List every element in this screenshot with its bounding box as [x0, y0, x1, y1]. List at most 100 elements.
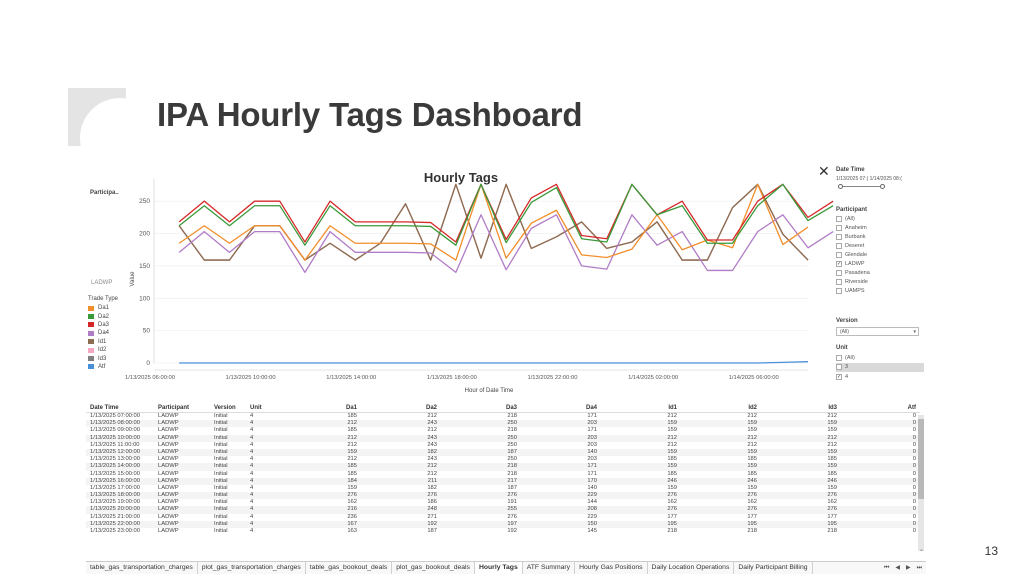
- sheet-tab[interactable]: plot_gas_bookout_deals: [392, 562, 475, 574]
- table-cell: 212: [667, 413, 677, 419]
- participant-option[interactable]: Glendale: [836, 251, 924, 260]
- unit-option[interactable]: ✓ 4: [836, 372, 924, 382]
- checkbox[interactable]: [836, 225, 842, 232]
- participant-option[interactable]: Riverside: [836, 277, 924, 286]
- column-header[interactable]: Version: [214, 405, 236, 411]
- table-cell: 187: [507, 448, 517, 455]
- tab-controls: ⏮ ◀ ▶ ⏭: [884, 562, 926, 574]
- legend-item: Da2: [88, 312, 148, 320]
- legend-swatch: [88, 364, 94, 370]
- checkbox[interactable]: [836, 252, 842, 258]
- table-cell: 276: [507, 492, 517, 499]
- date-time-slider[interactable]: [838, 184, 885, 189]
- table-cell: LADWP: [158, 441, 179, 448]
- column-header[interactable]: Id2: [748, 405, 757, 411]
- next-tab-icon[interactable]: ▶: [905, 565, 911, 571]
- series-line-da2: [178, 183, 834, 246]
- legend-item: Atf: [88, 363, 148, 371]
- version-select[interactable]: (All) ▾: [836, 327, 919, 336]
- column-header[interactable]: Da4: [585, 405, 597, 411]
- table-cell: 191: [507, 499, 517, 506]
- sheet-tab[interactable]: Daily Participant Billing: [734, 562, 813, 574]
- sheet-tab[interactable]: table_gas_transportation_charges: [86, 562, 198, 574]
- checkbox[interactable]: [836, 354, 842, 361]
- scrollbar-thumb[interactable]: [918, 419, 924, 499]
- table-cell: LADWP: [158, 427, 179, 434]
- table-cell: 212: [827, 434, 837, 441]
- column-header[interactable]: Da1: [345, 405, 357, 411]
- checkbox[interactable]: ✓: [836, 373, 842, 380]
- table-cell: LADWP: [158, 528, 179, 534]
- table-cell: Initial: [214, 441, 228, 448]
- table-cell: Initial: [214, 477, 228, 484]
- slider-end-handle[interactable]: [880, 184, 885, 189]
- sheet-tab[interactable]: table_gas_bookout_deals: [306, 562, 393, 574]
- scroll-down-icon[interactable]: ⌄: [918, 547, 924, 553]
- checkbox[interactable]: [836, 216, 842, 223]
- table-cell: 250: [507, 456, 517, 463]
- table-cell: 184: [347, 477, 357, 484]
- last-tab-icon[interactable]: ⏭: [916, 565, 922, 571]
- x-tick-label: 1/13/2025 22:00:00: [527, 375, 577, 381]
- table-cell: Initial: [214, 506, 228, 513]
- column-header[interactable]: Unit: [250, 405, 262, 411]
- table-cell: 276: [507, 513, 517, 520]
- table-cell: 0: [912, 434, 916, 441]
- sheet-tab[interactable]: plot_gas_transportation_charges: [198, 562, 306, 574]
- close-icon[interactable]: ✕: [818, 163, 830, 179]
- sheet-tab[interactable]: Hourly Tags: [474, 562, 523, 574]
- column-header[interactable]: Atf: [907, 405, 916, 411]
- table-cell: 212: [827, 441, 837, 448]
- table-cell: 4: [250, 470, 254, 477]
- table-cell: 212: [427, 463, 437, 470]
- unit-option[interactable]: (All): [836, 353, 924, 363]
- y-tick-label: 150: [139, 263, 150, 270]
- table-cell: Initial: [214, 456, 228, 463]
- legend-label: Id3: [98, 355, 107, 362]
- table-cell: 1/13/2025 22:00:00: [90, 520, 140, 527]
- checkbox[interactable]: [836, 234, 842, 241]
- participant-option[interactable]: ✓ LADWP: [836, 259, 924, 268]
- sheet-tab[interactable]: Daily Location Operations: [648, 562, 735, 574]
- table-cell: 212: [747, 441, 757, 448]
- participant-option-label: (All): [845, 216, 855, 223]
- table-cell: 1/13/2025 11:00:00: [90, 441, 140, 448]
- table-cell: 212: [427, 470, 437, 477]
- table-cell: 185: [667, 456, 677, 463]
- unit-option[interactable]: 3: [836, 362, 924, 372]
- participant-option[interactable]: Burbank: [836, 233, 924, 242]
- participant-option[interactable]: Anaheim: [836, 224, 924, 233]
- column-header[interactable]: Da2: [425, 405, 437, 411]
- table-scrollbar[interactable]: [918, 415, 924, 551]
- sheet-tab[interactable]: ATF Summary: [523, 562, 576, 574]
- table-cell: 212: [827, 413, 837, 419]
- column-header[interactable]: Date Time: [90, 405, 119, 411]
- prev-tab-icon[interactable]: ◀: [895, 565, 900, 571]
- participant-option[interactable]: Deseret: [836, 242, 924, 251]
- line-chart: 0 50 100 150 200 250 1/13/2025 06:00:00 1/13/20…: [125, 179, 834, 394]
- table-cell: 1/13/2025 14:00:00: [90, 463, 140, 470]
- table-cell: 271: [427, 513, 437, 520]
- first-tab-icon[interactable]: ⏮: [883, 565, 890, 571]
- slider-start-handle[interactable]: [838, 184, 843, 189]
- checkbox[interactable]: [836, 287, 842, 294]
- table-cell: 203: [587, 456, 597, 463]
- checkbox[interactable]: ✓: [836, 260, 842, 267]
- checkbox[interactable]: [836, 278, 842, 285]
- sheet-tab[interactable]: Hourly Gas Positions: [575, 562, 648, 574]
- checkbox[interactable]: [836, 269, 842, 276]
- table-cell: 236: [347, 513, 357, 520]
- table-cell: Initial: [214, 520, 228, 527]
- participant-option[interactable]: UAMPS: [836, 286, 924, 295]
- column-header[interactable]: Participant: [158, 405, 190, 411]
- column-header[interactable]: Da3: [505, 405, 517, 411]
- table-cell: 171: [587, 470, 597, 477]
- table-cell: 159: [747, 427, 757, 434]
- column-header[interactable]: Id1: [668, 405, 677, 411]
- participant-option[interactable]: (All): [836, 215, 924, 224]
- participant-option[interactable]: Pasadena: [836, 268, 924, 277]
- checkbox[interactable]: [836, 364, 842, 371]
- checkbox[interactable]: [836, 243, 842, 250]
- column-header[interactable]: Id3: [828, 405, 837, 411]
- table-cell: 0: [912, 420, 916, 427]
